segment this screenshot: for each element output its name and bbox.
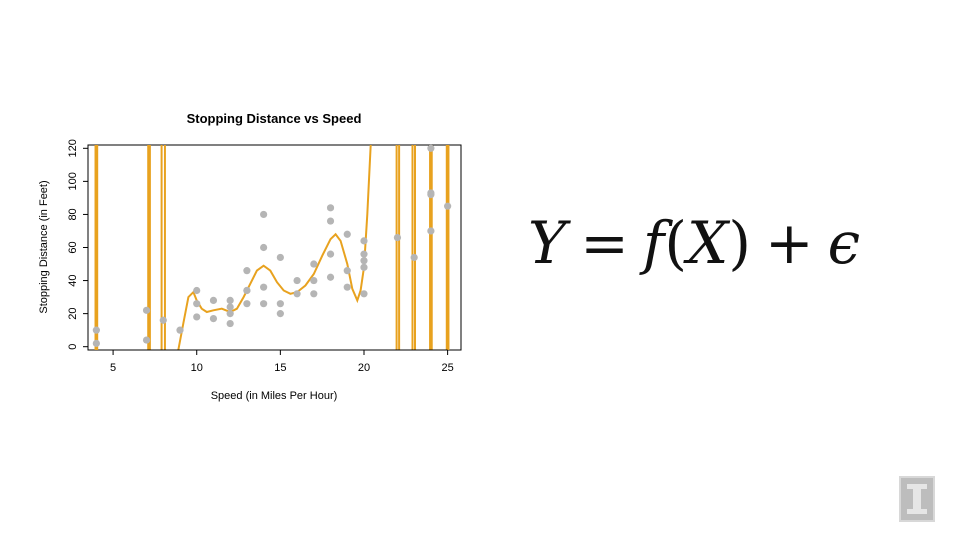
data-point	[276, 300, 284, 308]
fit-layer	[94, 145, 450, 350]
data-point	[226, 310, 234, 318]
x-axis: 5 10 15 20 25	[110, 349, 454, 374]
data-point	[260, 283, 268, 291]
y-tick-label: 40	[67, 274, 79, 286]
data-point	[243, 300, 251, 308]
points-layer	[92, 144, 452, 347]
data-point	[410, 253, 418, 262]
data-point	[243, 267, 251, 275]
y-axis: 0 20 40 60 80 100 120	[67, 139, 88, 350]
model-equation: Y = f(X) + ϵ	[528, 214, 860, 272]
data-point	[209, 314, 218, 323]
data-point	[226, 296, 234, 305]
equation-plus: +	[764, 209, 814, 277]
data-point	[243, 286, 251, 295]
data-point	[360, 290, 368, 298]
data-point	[176, 326, 184, 334]
x-tick-label: 15	[274, 362, 286, 374]
data-point	[310, 260, 318, 268]
equation-open-paren: (	[664, 209, 688, 277]
x-tick-label: 25	[441, 362, 453, 374]
equation-f: f	[642, 209, 665, 277]
data-point	[326, 250, 335, 258]
data-point	[326, 273, 335, 281]
data-point	[260, 243, 268, 252]
y-tick-label: 120	[67, 139, 79, 157]
data-point	[343, 283, 351, 291]
x-tick-label: 10	[191, 362, 203, 374]
x-axis-label: Speed (in Miles Per Hour)	[211, 390, 338, 402]
data-point	[92, 326, 100, 334]
data-point	[226, 319, 234, 328]
fit-curve	[177, 145, 372, 350]
data-point	[393, 233, 402, 242]
y-axis-label: Stopping Distance (in Feet)	[38, 180, 50, 313]
data-point	[193, 286, 201, 295]
data-point	[360, 263, 368, 271]
data-point	[310, 276, 318, 285]
data-point	[427, 144, 435, 152]
data-point	[326, 217, 335, 225]
data-point	[293, 276, 301, 285]
data-point	[360, 237, 368, 245]
data-point	[444, 202, 452, 210]
y-tick-label: 0	[67, 344, 79, 350]
university-logo-icon	[899, 476, 935, 522]
data-point	[260, 300, 268, 308]
equation-epsilon: ϵ	[827, 209, 861, 277]
y-tick-label: 20	[67, 308, 79, 320]
data-point	[343, 230, 351, 238]
y-tick-label: 100	[67, 172, 79, 190]
data-point	[142, 306, 151, 314]
data-point	[159, 316, 167, 324]
y-tick-label: 80	[67, 208, 79, 220]
equation-equals: =	[580, 209, 629, 277]
x-tick-label: 5	[110, 362, 116, 374]
x-tick-label: 20	[358, 362, 370, 374]
data-point	[142, 336, 151, 344]
chart-title: Stopping Distance vs Speed	[187, 111, 362, 126]
data-point	[193, 313, 201, 321]
data-point	[326, 204, 335, 212]
data-point	[193, 300, 201, 308]
plot-frame	[87, 144, 462, 351]
data-point	[226, 303, 234, 311]
data-point	[209, 296, 218, 305]
equation-y: Y	[528, 209, 567, 277]
data-point	[343, 267, 351, 275]
data-point	[360, 250, 368, 258]
data-point	[260, 210, 268, 219]
y-tick-label: 60	[67, 241, 79, 253]
data-point	[276, 310, 284, 318]
equation-x: X	[687, 209, 729, 277]
equation-close-paren: )	[728, 209, 751, 277]
data-point	[360, 257, 368, 265]
data-point	[310, 290, 318, 298]
data-point	[293, 290, 301, 298]
data-point	[427, 227, 435, 235]
data-point	[92, 339, 100, 347]
data-point	[276, 253, 284, 262]
data-point	[427, 189, 435, 197]
